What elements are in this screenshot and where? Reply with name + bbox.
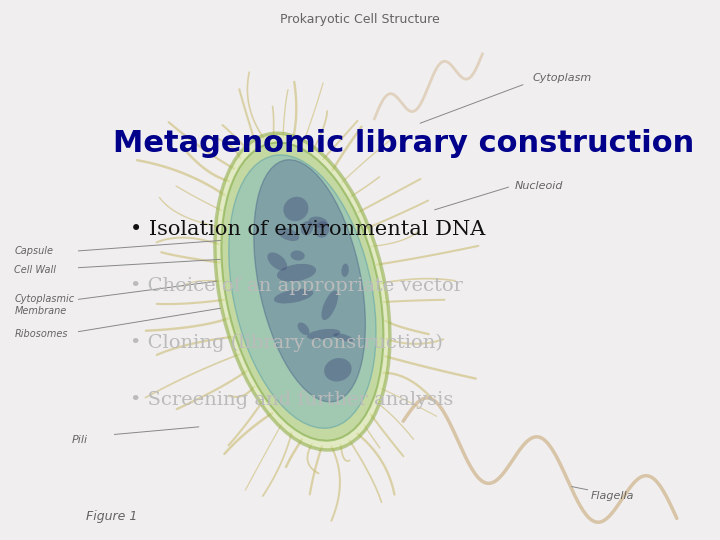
Text: Prokaryotic Cell Structure: Prokaryotic Cell Structure: [280, 14, 440, 26]
Text: • Screening and further analysis: • Screening and further analysis: [130, 390, 453, 409]
Ellipse shape: [341, 264, 348, 277]
Ellipse shape: [297, 322, 310, 335]
Ellipse shape: [229, 155, 376, 428]
Ellipse shape: [300, 221, 313, 235]
Ellipse shape: [274, 289, 313, 303]
Ellipse shape: [254, 160, 365, 402]
Text: • Cloning (library construction): • Cloning (library construction): [130, 334, 443, 352]
Ellipse shape: [284, 197, 308, 221]
Text: • Isolation of environmental DNA: • Isolation of environmental DNA: [130, 220, 485, 239]
Ellipse shape: [308, 217, 328, 228]
Ellipse shape: [221, 143, 384, 441]
Ellipse shape: [215, 133, 390, 450]
Ellipse shape: [315, 221, 330, 238]
Text: Pili: Pili: [72, 435, 88, 445]
Text: Ribosomes: Ribosomes: [14, 329, 68, 340]
Text: Capsule: Capsule: [14, 246, 53, 256]
Ellipse shape: [267, 252, 287, 271]
Ellipse shape: [333, 333, 354, 342]
Text: Metagenomic library construction: Metagenomic library construction: [112, 129, 694, 158]
Ellipse shape: [290, 251, 305, 261]
Ellipse shape: [278, 228, 300, 241]
Ellipse shape: [277, 264, 316, 282]
Text: • Choice of an appropriate vector: • Choice of an appropriate vector: [130, 277, 462, 295]
Ellipse shape: [321, 291, 338, 320]
Ellipse shape: [307, 329, 341, 340]
Text: Cytoplasm: Cytoplasm: [533, 73, 592, 83]
Text: Flagella: Flagella: [590, 491, 634, 502]
Text: Nucleoid: Nucleoid: [515, 181, 563, 191]
Text: Figure 1: Figure 1: [86, 510, 138, 523]
Text: Cytoplasmic
Membrane: Cytoplasmic Membrane: [14, 294, 75, 316]
Text: Cell Wall: Cell Wall: [14, 265, 56, 275]
Ellipse shape: [324, 358, 351, 381]
